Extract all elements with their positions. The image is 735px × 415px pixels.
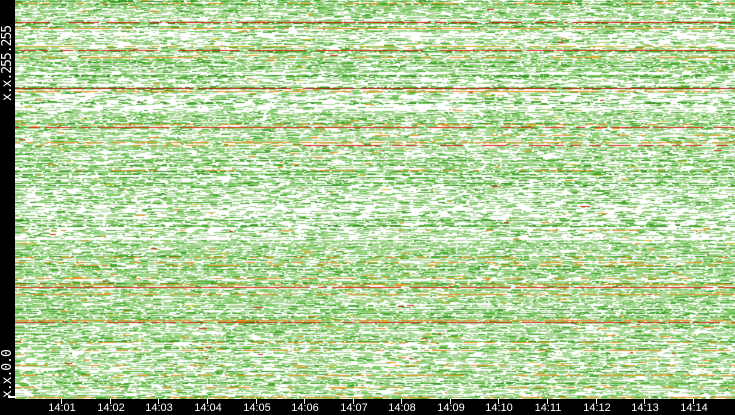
x-axis-tick-label: 14:01 — [48, 402, 76, 414]
x-axis-tick-label: 14:09 — [437, 402, 465, 414]
x-axis-tick-label: 14:12 — [583, 402, 611, 414]
x-axis-tick — [644, 399, 645, 404]
x-axis-tick — [401, 399, 402, 404]
x-axis-tick — [110, 399, 111, 404]
x-axis-tick-label: 14:08 — [388, 402, 416, 414]
x-axis-tick-label: 14:07 — [340, 402, 368, 414]
x-axis-tick — [498, 399, 499, 404]
x-axis-tick-label: 14:06 — [291, 402, 319, 414]
y-axis-min-label: x.x.0.0 — [0, 350, 15, 398]
x-axis-tick — [450, 399, 451, 404]
x-axis-tick — [596, 399, 597, 404]
x-axis-tick-label: 14:02 — [97, 402, 125, 414]
x-axis-tick-label: 14:13 — [631, 402, 659, 414]
x-axis-tick — [693, 399, 694, 404]
x-axis-tick-label: 14:14 — [680, 402, 708, 414]
activity-plot-canvas — [15, 0, 735, 399]
x-axis-tick-label: 14:10 — [485, 402, 513, 414]
x-axis-tick — [353, 399, 354, 404]
x-axis-tick-label: 14:11 — [534, 402, 562, 414]
x-axis-tick-label: 14:03 — [145, 402, 173, 414]
y-axis-max-label: x.x.255.255 — [0, 25, 15, 101]
x-axis-tick — [158, 399, 159, 404]
y-axis-bar: x.x.255.255 x.x.0.0 — [0, 0, 15, 399]
x-axis-tick — [256, 399, 257, 404]
x-axis-tick — [304, 399, 305, 404]
x-axis-tick — [547, 399, 548, 404]
x-axis-bar: 14:01 14:02 14:03 14:04 14:05 14:06 14:07 14:08… — [0, 399, 735, 415]
x-axis-tick — [61, 399, 62, 404]
x-axis-tick-label: 14:04 — [194, 402, 222, 414]
x-axis-tick-label: 14:05 — [243, 402, 271, 414]
y-axis-origin-tick — [8, 396, 16, 398]
x-axis-tick — [207, 399, 208, 404]
